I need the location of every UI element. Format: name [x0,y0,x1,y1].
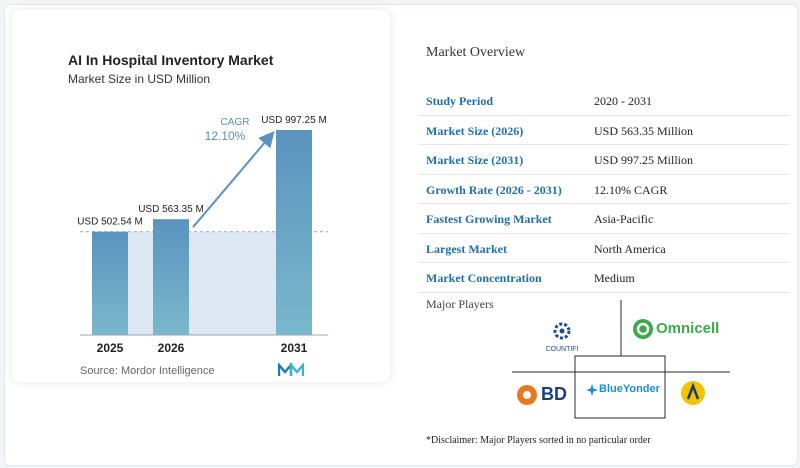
omnicell-label: Omnicell [656,320,720,337]
overview-row: Market Size (2026) USD 563.35 Million [418,116,790,145]
overview-row: Market Concentration Medium [418,263,790,293]
disclaimer: *Disclaimer: Major Players sorted in no … [426,435,651,446]
overview-table: Study Period 2020 - 2031 Market Size (20… [418,86,790,293]
overview-row: Growth Rate (2026 - 2031) 12.10% CAGR [418,175,790,204]
bd-label: BD [541,384,567,404]
cagr-label: CAGR [221,117,250,128]
x-tick-label: 2025 [97,341,124,355]
source-note: Source: Mordor Intelligence [80,365,215,377]
overview-label: Market Concentration [426,271,542,285]
overview-title: Market Overview [426,45,526,60]
overview-row: Fastest Growing Market Asia-Pacific [418,204,790,234]
overview-row: Study Period 2020 - 2031 [418,86,790,116]
countifi-label: COUNTIFI [545,346,579,353]
bar [153,219,189,335]
overview-label: Market Size (2026) [426,123,524,138]
overview-value: Asia-Pacific [594,212,654,226]
bar-value-label: USD 563.35 M [138,204,204,215]
overview-label: Market Size (2031) [426,153,524,167]
overview-value: 12.10% CAGR [594,182,668,197]
overview-value: USD 563.35 Million [594,123,694,138]
bar-value-label: USD 997.25 M [261,115,327,126]
blueyonder-logo-icon [586,384,598,396]
bar-value-label: USD 502.54 M [77,217,143,228]
mordor-logo-icon [278,363,304,376]
x-tick-label: 2026 [158,341,185,355]
cagr-value: 12.10% [205,129,246,143]
overview-value: North America [594,241,666,256]
overview-value: USD 997.25 Million [594,153,694,167]
overview-value: 2020 - 2031 [594,94,652,108]
bar [276,130,312,335]
overview-label: Growth Rate (2026 - 2031) [426,182,562,197]
bar-chart: USD 502.54 M 2025 USD 563.35 M 2026 USD 997.… [77,115,328,355]
baseline-band [92,231,312,335]
bd-logo-icon [517,385,537,405]
overview-row: Market Size (2031) USD 997.25 Million [418,145,790,175]
bar [92,231,128,335]
overview-label: Largest Market [426,241,507,256]
automograf-logo-icon [681,381,705,405]
countifi-logo-icon [553,322,571,340]
overview-label: Study Period [426,94,494,108]
blueyonder-label: BlueYonder [599,383,660,395]
chart-subtitle: Market Size in USD Million [68,72,211,86]
omnicell-logo-icon [633,319,653,339]
overview-value: Medium [594,271,635,285]
players-title: Major Players [426,297,494,311]
overview-label: Fastest Growing Market [426,212,552,226]
overview-row: Largest Market North America [418,234,790,263]
cagr-arrow [192,130,275,228]
chart-title: AI In Hospital Inventory Market [68,52,274,68]
x-tick-label: 2031 [281,341,308,355]
